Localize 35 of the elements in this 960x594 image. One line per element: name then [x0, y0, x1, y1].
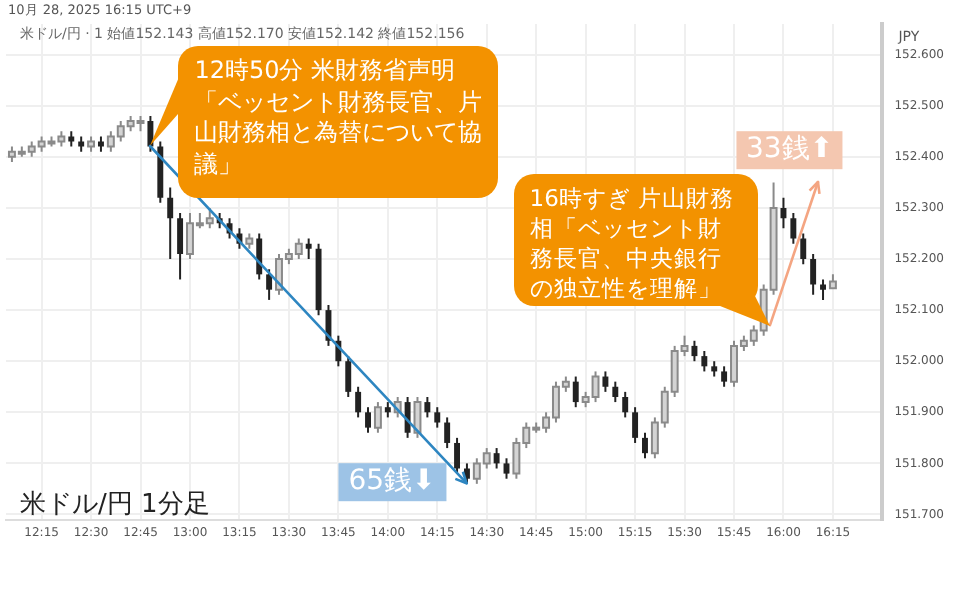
- candlestick: [701, 349, 708, 373]
- speech-bubble: 16時すぎ 片山財務相「ベッセント財務長官、中央銀行の独立性を理解」: [513, 173, 758, 306]
- candlestick: [800, 232, 807, 266]
- candlestick: [790, 212, 797, 245]
- annotation: 米ドル/円 1分足: [20, 490, 210, 522]
- candlestick: [177, 212, 184, 281]
- candlestick: [147, 114, 154, 153]
- candlestick: [355, 385, 362, 419]
- candlestick: [454, 436, 461, 475]
- candlestick: [622, 390, 629, 419]
- candlestick: [691, 339, 698, 363]
- candlestick: [493, 447, 500, 470]
- candlestick: [810, 252, 817, 296]
- candlestick: [612, 380, 619, 404]
- candlestick: [266, 268, 273, 301]
- candlestick: [780, 196, 787, 230]
- candlestick: [424, 395, 431, 419]
- annotation: 65銭⬇: [338, 463, 446, 501]
- candlestick: [721, 365, 728, 388]
- annotation: 12時50分 米財務省声明「ベッセント財務長官、片山財務相と為替について協議」: [194, 56, 483, 179]
- candlestick: [365, 406, 371, 434]
- candlestick: [820, 278, 826, 301]
- candlestick: [444, 416, 451, 450]
- candlestick: [167, 186, 174, 261]
- candlestick: [602, 370, 609, 393]
- candlestick: [404, 395, 411, 439]
- candlestick: [434, 406, 441, 429]
- candlestick: [632, 406, 639, 444]
- annotation: 16時すぎ 片山財務相「ベッセント財務長官、中央銀行の独立性を理解」: [529, 183, 735, 302]
- candlestick: [305, 237, 312, 261]
- candlestick: [503, 457, 510, 480]
- candlestick: [572, 375, 579, 409]
- candlestick: [642, 431, 648, 460]
- candlestick: [345, 355, 352, 398]
- annotation: 33銭⬆: [736, 131, 844, 170]
